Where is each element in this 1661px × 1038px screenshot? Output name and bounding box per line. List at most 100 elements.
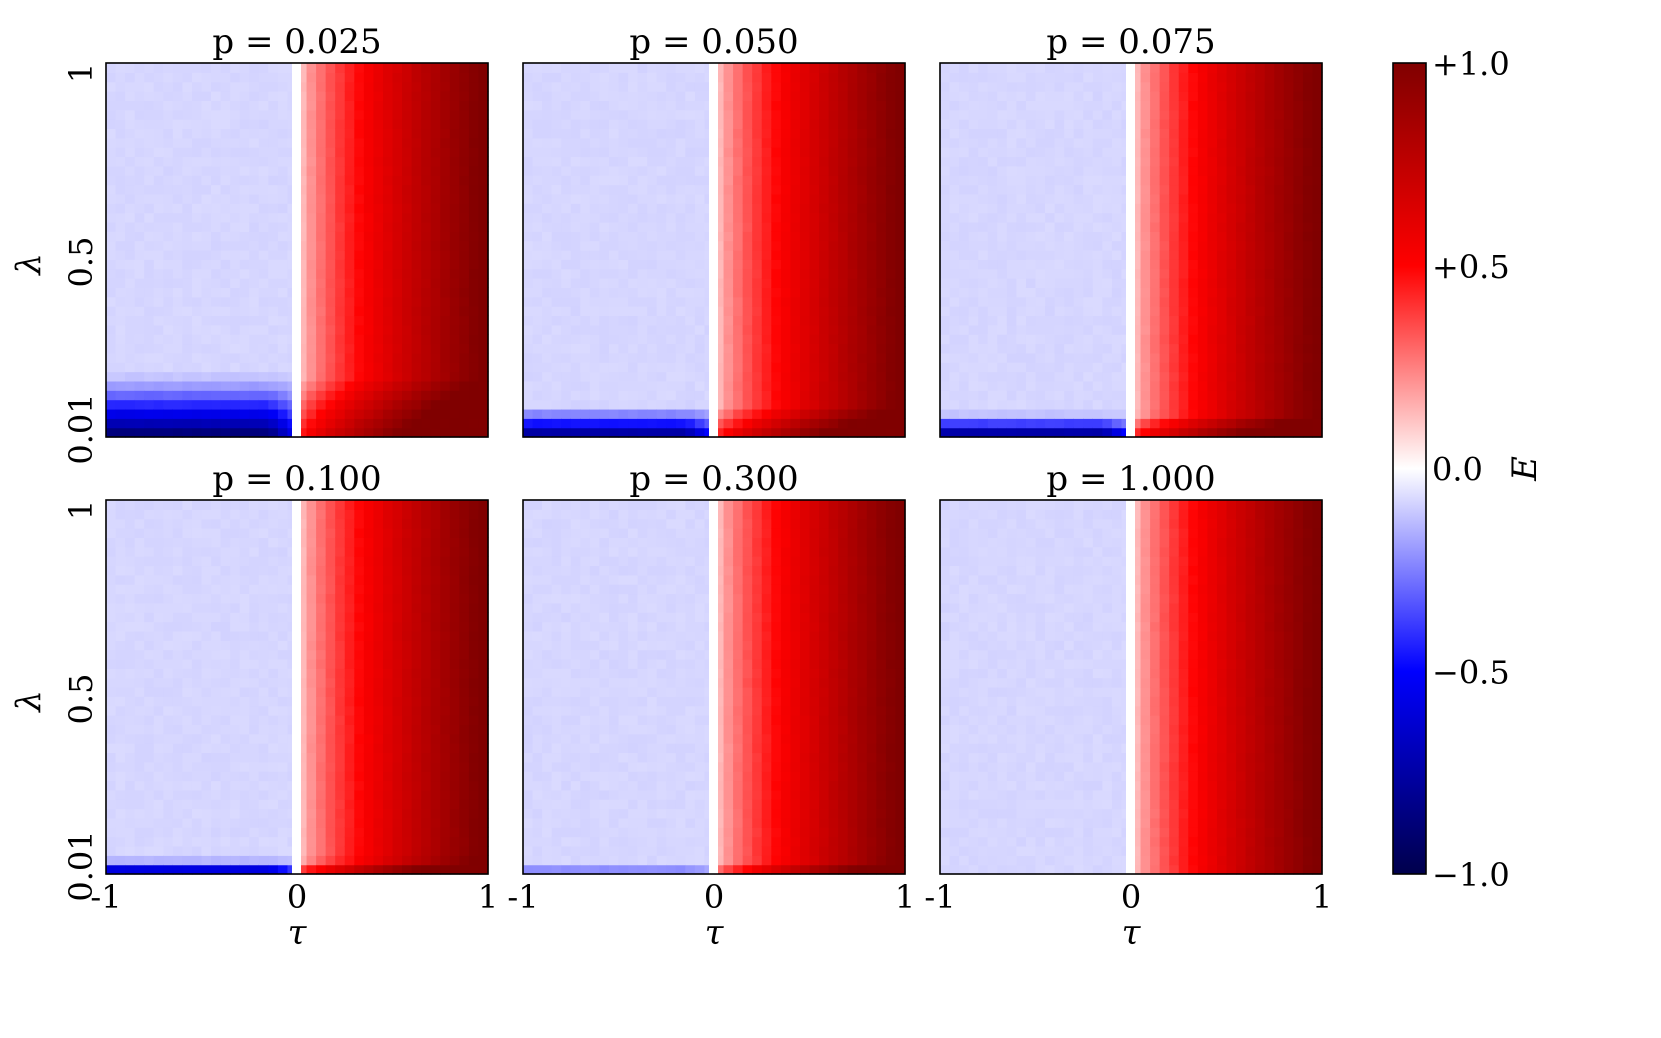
heatmap-cell (172, 156, 183, 167)
heatmap-cell (1283, 352, 1294, 363)
heatmap-cell (647, 390, 658, 401)
heatmap-cell (182, 324, 193, 335)
heatmap-cell (344, 390, 355, 401)
heatmap-cell (752, 91, 763, 101)
heatmap-cell (1283, 399, 1294, 410)
heatmap-cell (675, 147, 686, 158)
heatmap-cell (1245, 427, 1256, 438)
heatmap-cell (675, 175, 686, 186)
heatmap-cell (1255, 250, 1266, 260)
heatmap-cell (997, 203, 1008, 214)
heatmap-cell (335, 306, 346, 317)
heatmap-cell (1016, 390, 1027, 401)
heatmap-cell (1006, 165, 1017, 176)
heatmap-cell (1226, 147, 1237, 158)
heatmap-cell (742, 315, 753, 326)
heatmap-cell (1274, 63, 1285, 73)
heatmap-cell (685, 231, 696, 242)
heatmap-cell (542, 231, 553, 242)
heatmap-cell (478, 109, 489, 120)
heatmap-cell (1264, 212, 1275, 223)
heatmap-cell (478, 231, 489, 242)
heatmap-cell (1006, 240, 1017, 251)
heatmap-cell (1045, 380, 1056, 391)
heatmap-cell (847, 334, 858, 345)
heatmap-cell (742, 203, 753, 214)
heatmap-cell (134, 509, 145, 520)
heatmap-cell (1178, 193, 1189, 204)
heatmap-cell (828, 137, 839, 148)
heatmap-cell (325, 380, 336, 391)
heatmap-cell (449, 278, 460, 288)
heatmap-cell (895, 184, 906, 195)
heatmap-cell (402, 119, 413, 130)
heatmap-cell (106, 715, 117, 725)
heatmap-cell (316, 390, 327, 401)
heatmap-cell (666, 390, 677, 401)
heatmap-cell (809, 334, 820, 345)
heatmap-cell (201, 156, 212, 167)
heatmap-cell (363, 147, 374, 158)
heatmap-cell (589, 343, 600, 354)
heatmap-cell (790, 408, 801, 419)
heatmap-cell (959, 72, 970, 83)
heatmap-cell (780, 203, 791, 214)
heatmap-cell (325, 259, 336, 270)
heatmap-cell (1159, 268, 1170, 279)
heatmap-cell (895, 63, 906, 73)
heatmap-cell (761, 287, 772, 298)
heatmap-cell (163, 231, 174, 242)
heatmap-cell (857, 324, 868, 335)
heatmap-cell (421, 399, 432, 410)
heatmap-cell (637, 343, 648, 354)
heatmap-cell (230, 193, 241, 204)
heatmap-cell (1131, 268, 1142, 279)
heatmap-cell (392, 137, 403, 148)
heatmap-cell (115, 696, 126, 707)
heatmap-cell (125, 677, 136, 688)
heatmap-cell (1216, 137, 1228, 148)
heatmap-cell (561, 175, 572, 186)
heatmap-cell (656, 156, 667, 167)
heatmap-cell (440, 119, 451, 130)
heatmap-cell (1064, 128, 1075, 139)
heatmap-cell (125, 250, 136, 260)
heatmap-cell (449, 306, 460, 317)
heatmap-cell (885, 119, 897, 130)
heatmap-cell (297, 287, 308, 298)
heatmap-cell (1054, 250, 1065, 260)
heatmap-cell (306, 324, 317, 335)
heatmap-cell (959, 193, 970, 204)
heatmap-cell (335, 91, 346, 101)
heatmap-cell (1035, 240, 1046, 251)
heatmap-cell (523, 390, 534, 401)
heatmap-cell (211, 63, 222, 73)
heatmap-cell (542, 278, 553, 288)
heatmap-cell (402, 371, 413, 382)
heatmap-cell (382, 250, 394, 260)
heatmap-cell (249, 343, 260, 354)
heatmap-cell (363, 175, 374, 186)
heatmap-cell (809, 156, 820, 167)
heatmap-cell (392, 109, 403, 120)
heatmap-cell (392, 296, 403, 307)
heatmap-cell (1255, 287, 1266, 298)
heatmap-cell (885, 390, 897, 401)
heatmap-cell (125, 63, 136, 73)
heatmap-cell (125, 193, 136, 204)
heatmap-cell (838, 72, 849, 83)
heatmap-cell (885, 278, 897, 288)
heatmap-cell (857, 221, 868, 232)
heatmap-cell (172, 380, 183, 391)
heatmap-cell (297, 390, 308, 401)
heatmap-cell (297, 259, 308, 270)
heatmap-cell (1169, 203, 1180, 214)
heatmap-cell (115, 408, 126, 419)
heatmap-cell (1216, 165, 1228, 176)
heatmap-cell (363, 240, 374, 251)
heatmap-cell (997, 380, 1008, 391)
heatmap-cell (1216, 128, 1228, 139)
heatmap-cell (761, 212, 772, 223)
heatmap-cell (392, 371, 403, 382)
heatmap-cell (968, 306, 979, 317)
